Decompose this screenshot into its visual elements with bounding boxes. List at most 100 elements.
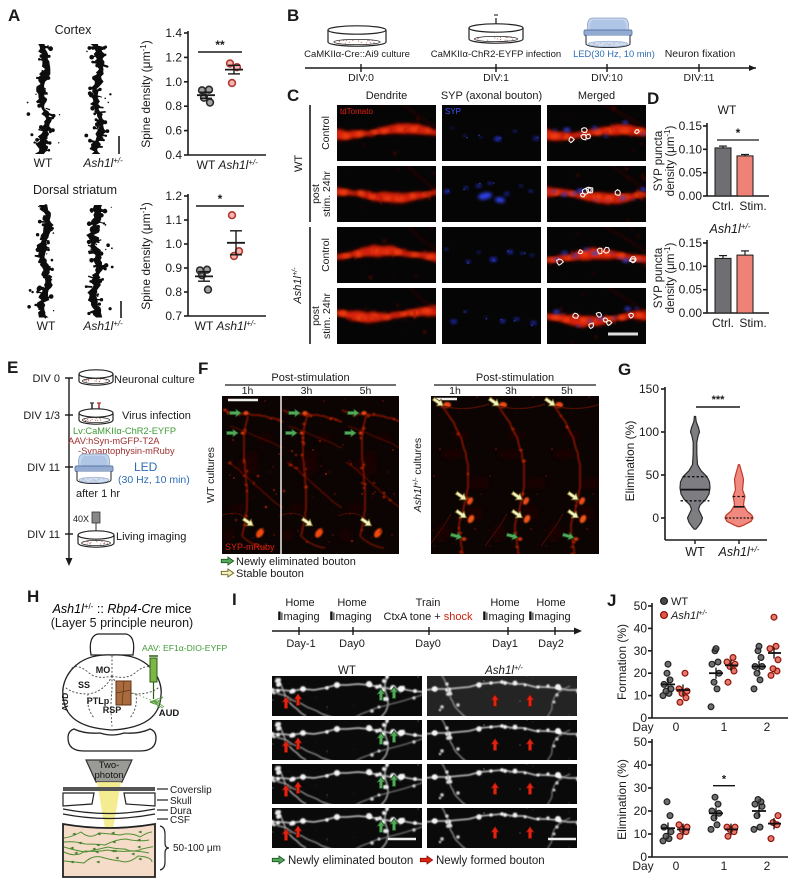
svg-text:0.05: 0.05 — [679, 283, 703, 297]
svg-text:0.4: 0.4 — [165, 148, 182, 162]
svg-text:WT cultures: WT cultures — [205, 447, 217, 503]
svg-text:DIV:10: DIV:10 — [591, 72, 623, 84]
svg-text:Newly eliminated bouton: Newly eliminated bouton — [236, 556, 356, 568]
svg-text:SYP puncta: SYP puncta — [653, 247, 665, 308]
svg-text:Newly formed bouton: Newly formed bouton — [436, 855, 545, 867]
svg-text:0.00: 0.00 — [679, 189, 703, 203]
svg-text:**: ** — [215, 38, 225, 52]
svg-text:Spine density (μm-1): Spine density (μm-1) — [139, 40, 154, 147]
svg-text:***: *** — [712, 394, 726, 406]
svg-text:50: 50 — [634, 735, 648, 749]
svg-text:Home: Home — [337, 597, 366, 609]
svg-text:B: B — [287, 6, 299, 25]
svg-text:WT: WT — [338, 665, 356, 677]
svg-text:1.0: 1.0 — [165, 75, 182, 89]
svg-text:*: * — [722, 774, 727, 786]
svg-text:0.00: 0.00 — [679, 306, 703, 320]
svg-text:0.05: 0.05 — [679, 166, 703, 180]
svg-text:30: 30 — [634, 781, 648, 795]
svg-text:Home: Home — [490, 597, 519, 609]
svg-text:Train: Train — [416, 597, 441, 609]
svg-text:50-100 μm: 50-100 μm — [173, 843, 221, 854]
svg-text:0.7: 0.7 — [165, 309, 182, 323]
svg-text:stim. 24hr: stim. 24hr — [321, 292, 333, 339]
svg-text:photon: photon — [94, 770, 123, 781]
svg-text:Day: Day — [632, 859, 653, 873]
svg-text:Imaging: Imaging — [280, 611, 319, 623]
svg-text:D: D — [647, 89, 659, 108]
svg-text:Coverslip: Coverslip — [170, 785, 212, 796]
svg-text:1h: 1h — [242, 385, 254, 397]
svg-text:20: 20 — [634, 666, 648, 680]
svg-text:LED(30 Hz, 10 min): LED(30 Hz, 10 min) — [573, 49, 655, 59]
svg-text:Control: Control — [320, 116, 332, 150]
svg-text:1: 1 — [721, 720, 728, 734]
svg-text:20: 20 — [634, 804, 648, 818]
svg-text:Dendrite: Dendrite — [366, 90, 408, 102]
svg-text:SYP: SYP — [445, 107, 461, 116]
svg-text:Neuron fixation: Neuron fixation — [665, 48, 736, 60]
svg-text:WT: WT — [195, 319, 214, 333]
svg-text:WT: WT — [293, 155, 305, 172]
svg-text:1h: 1h — [449, 385, 461, 397]
svg-text:0: 0 — [673, 859, 680, 873]
svg-text:0.15: 0.15 — [679, 119, 703, 133]
svg-text:SYP-mRuby: SYP-mRuby — [225, 542, 275, 552]
svg-text:30: 30 — [634, 644, 648, 658]
svg-text:Stim.: Stim. — [739, 199, 766, 213]
svg-text:Formation (%): Formation (%) — [615, 624, 629, 700]
svg-text:Post-stimulation: Post-stimulation — [271, 372, 349, 384]
svg-text:SYP puncta: SYP puncta — [653, 130, 665, 191]
svg-text:5h: 5h — [360, 385, 372, 397]
svg-text:Day2: Day2 — [538, 638, 564, 650]
svg-text:3h: 3h — [505, 385, 517, 397]
svg-text:*: * — [218, 192, 223, 206]
svg-text:CaMKIIα-Cre::Ai9 culture: CaMKIIα-Cre::Ai9 culture — [304, 49, 410, 60]
svg-text:1.4: 1.4 — [165, 26, 182, 40]
svg-text:AAV:hSyn-mGFP-T2A: AAV:hSyn-mGFP-T2A — [68, 436, 160, 446]
svg-text:Imaging: Imaging — [485, 611, 524, 623]
svg-text:Day1: Day1 — [492, 638, 518, 650]
svg-text:DIV 11: DIV 11 — [27, 462, 60, 474]
svg-text:40X: 40X — [73, 514, 89, 524]
svg-text:0.6: 0.6 — [165, 124, 182, 138]
svg-text:Ash1l+/- cultures: Ash1l+/- cultures — [412, 438, 424, 513]
svg-text:F: F — [198, 359, 208, 378]
svg-text:(Layer 5 principle neuron): (Layer 5 principle neuron) — [51, 616, 193, 630]
svg-text:Virus infection: Virus infection — [122, 410, 191, 422]
svg-text:0.10: 0.10 — [679, 142, 703, 156]
svg-text:Stable bouton: Stable bouton — [236, 568, 304, 580]
svg-text:I: I — [232, 590, 237, 609]
svg-text:WT: WT — [197, 158, 216, 172]
svg-text:DIV 1/3: DIV 1/3 — [23, 410, 60, 422]
svg-text:Ctrl.: Ctrl. — [712, 199, 734, 213]
svg-text:Neuronal culture: Neuronal culture — [114, 374, 195, 386]
svg-text:Day: Day — [632, 720, 653, 734]
svg-text:10: 10 — [634, 689, 648, 703]
svg-text:DIV 11: DIV 11 — [27, 529, 60, 541]
svg-text:Imaging: Imaging — [531, 611, 570, 623]
svg-text:Day0: Day0 — [339, 638, 365, 650]
svg-text:Stim.: Stim. — [739, 316, 766, 330]
svg-text:DIV 0: DIV 0 — [32, 373, 60, 385]
svg-text:WT: WT — [37, 319, 56, 333]
svg-text:C: C — [287, 86, 299, 105]
svg-text:Ash1l+/- :: Rbp4-Cre mice: Ash1l+/- :: Rbp4-Cre mice — [52, 602, 192, 617]
svg-text:0.8: 0.8 — [165, 99, 182, 113]
svg-text:stim. 24hr: stim. 24hr — [321, 170, 333, 217]
svg-text:1.2: 1.2 — [165, 50, 182, 64]
svg-text:Lv:CaMKIIα-ChR2-EYFP: Lv:CaMKIIα-ChR2-EYFP — [73, 426, 176, 436]
svg-text:WT: WT — [34, 156, 53, 170]
svg-text:0: 0 — [652, 511, 659, 525]
svg-text:(30 Hz, 10 min): (30 Hz, 10 min) — [118, 474, 190, 486]
svg-text:1.2: 1.2 — [165, 189, 182, 203]
svg-text:0.15: 0.15 — [679, 236, 703, 250]
svg-text:AUD: AUD — [159, 708, 180, 719]
svg-text:MO: MO — [96, 665, 111, 675]
svg-text:LED: LED — [134, 460, 158, 474]
svg-text:AAV: EF1α-DIO-EYFP: AAV: EF1α-DIO-EYFP — [142, 643, 227, 653]
svg-text:Cortex: Cortex — [55, 23, 93, 37]
svg-text:Living imaging: Living imaging — [116, 531, 186, 543]
svg-text:Elimination (%): Elimination (%) — [623, 421, 637, 502]
svg-text:2: 2 — [764, 720, 771, 734]
